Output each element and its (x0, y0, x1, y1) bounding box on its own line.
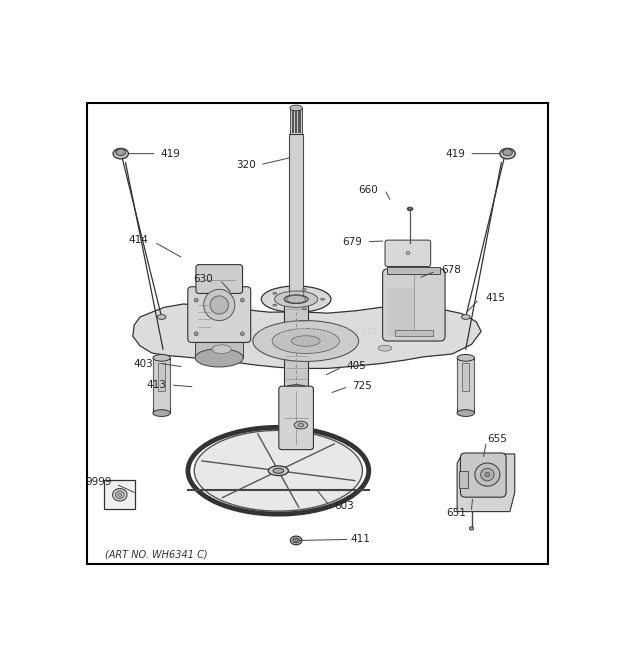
Ellipse shape (321, 298, 324, 300)
Ellipse shape (116, 149, 125, 155)
Text: 419: 419 (445, 149, 465, 159)
Bar (388, 266, 440, 274)
Ellipse shape (286, 295, 306, 303)
Text: 725: 725 (352, 381, 372, 391)
Ellipse shape (113, 148, 128, 159)
Ellipse shape (273, 304, 277, 306)
Ellipse shape (298, 424, 304, 427)
Text: 414: 414 (129, 235, 149, 245)
Ellipse shape (469, 527, 474, 530)
Bar (284, 299, 308, 389)
Text: 413: 413 (146, 380, 166, 390)
Text: 411: 411 (350, 535, 370, 545)
Ellipse shape (457, 354, 474, 361)
Ellipse shape (261, 286, 331, 313)
Ellipse shape (303, 289, 306, 291)
Text: (ART NO. WH6341 C): (ART NO. WH6341 C) (105, 550, 208, 560)
Ellipse shape (195, 349, 243, 367)
Text: 603: 603 (335, 501, 354, 511)
FancyBboxPatch shape (188, 287, 250, 342)
Ellipse shape (284, 295, 308, 303)
Bar (104, 481, 135, 509)
Ellipse shape (195, 329, 243, 348)
Text: 403: 403 (134, 359, 153, 369)
Text: 415: 415 (485, 293, 505, 303)
FancyBboxPatch shape (196, 264, 242, 293)
Ellipse shape (294, 421, 308, 429)
Ellipse shape (253, 321, 358, 362)
Ellipse shape (290, 105, 303, 111)
Ellipse shape (153, 354, 170, 361)
Ellipse shape (194, 332, 198, 336)
Text: 320: 320 (236, 160, 256, 170)
Bar (290, 108, 303, 134)
Text: 630: 630 (193, 274, 213, 284)
Bar (459, 471, 468, 488)
Text: 9999: 9999 (86, 477, 112, 486)
Ellipse shape (194, 430, 363, 511)
Ellipse shape (303, 308, 306, 310)
Ellipse shape (241, 332, 244, 336)
Ellipse shape (203, 290, 235, 321)
Ellipse shape (500, 148, 515, 159)
FancyBboxPatch shape (279, 386, 314, 449)
Bar (158, 363, 165, 391)
Ellipse shape (273, 468, 283, 473)
Bar (153, 358, 170, 413)
Ellipse shape (293, 538, 299, 543)
Ellipse shape (503, 149, 512, 155)
Ellipse shape (457, 410, 474, 416)
Bar (394, 330, 433, 336)
FancyBboxPatch shape (385, 240, 431, 266)
Ellipse shape (485, 473, 490, 477)
Ellipse shape (461, 315, 470, 319)
Text: replacementparts.com: replacementparts.com (259, 327, 377, 336)
Ellipse shape (157, 315, 166, 319)
Polygon shape (133, 304, 481, 368)
Bar (290, 134, 303, 297)
Ellipse shape (406, 252, 410, 254)
Ellipse shape (291, 336, 320, 346)
Ellipse shape (194, 298, 198, 302)
Text: 655: 655 (487, 434, 507, 444)
Ellipse shape (475, 463, 500, 486)
Bar (195, 338, 243, 358)
Ellipse shape (272, 329, 339, 354)
Ellipse shape (268, 466, 288, 476)
Ellipse shape (284, 385, 308, 393)
Text: 405: 405 (347, 362, 366, 371)
FancyBboxPatch shape (383, 269, 445, 341)
Ellipse shape (480, 469, 494, 481)
Text: 660: 660 (358, 184, 378, 194)
Polygon shape (457, 454, 515, 512)
Ellipse shape (210, 296, 228, 314)
Ellipse shape (275, 291, 317, 307)
Ellipse shape (241, 298, 244, 302)
Ellipse shape (294, 539, 298, 541)
Ellipse shape (407, 207, 413, 211)
Ellipse shape (290, 536, 302, 545)
Ellipse shape (153, 410, 170, 416)
Ellipse shape (115, 491, 124, 498)
Bar (457, 358, 474, 413)
Text: 651: 651 (446, 508, 466, 518)
Bar (463, 363, 469, 391)
Bar (388, 288, 414, 336)
Ellipse shape (118, 493, 122, 496)
Ellipse shape (113, 488, 127, 501)
Ellipse shape (212, 345, 231, 354)
Text: 679: 679 (342, 237, 362, 247)
Ellipse shape (273, 292, 277, 294)
Ellipse shape (409, 208, 412, 210)
Text: 419: 419 (161, 149, 180, 159)
Ellipse shape (378, 345, 392, 351)
Text: 678: 678 (441, 265, 462, 276)
FancyBboxPatch shape (461, 453, 506, 497)
